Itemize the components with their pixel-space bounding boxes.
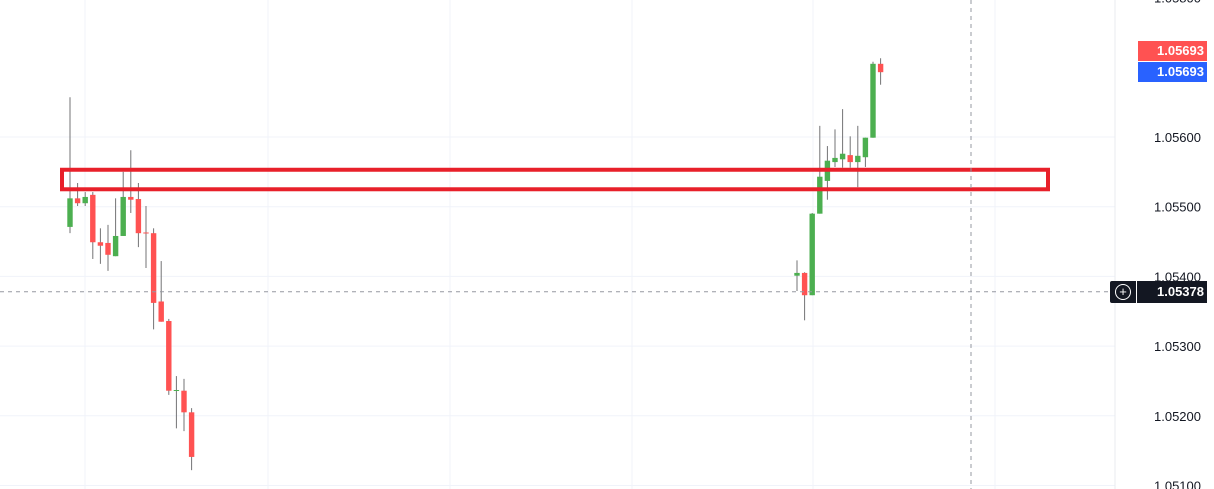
- candle: [794, 260, 800, 292]
- candle-body: [97, 242, 104, 246]
- candle-body: [105, 242, 111, 255]
- candle: [90, 192, 96, 259]
- candle-body: [801, 272, 808, 296]
- candle: [150, 228, 157, 330]
- resistance-zone-box[interactable]: [60, 167, 1050, 192]
- candle-body: [74, 198, 81, 204]
- candle-body: [809, 213, 815, 296]
- price-tick-label: 1.05300: [1154, 339, 1201, 354]
- crosshair: [0, 0, 1110, 489]
- price-tick-label: 1.05200: [1154, 409, 1201, 424]
- candle-body: [158, 301, 164, 322]
- price-tick-label: 1.05400: [1154, 269, 1201, 284]
- candle: [166, 318, 172, 395]
- candle-body: [120, 196, 126, 236]
- add-alert-button[interactable]: +: [1110, 281, 1136, 303]
- candle: [74, 183, 81, 207]
- price-tick-label: 1.05500: [1154, 200, 1201, 215]
- candle-body: [847, 155, 853, 163]
- candle-body: [188, 412, 195, 457]
- candle: [105, 224, 111, 271]
- candle: [112, 198, 119, 257]
- last-price-label: 1.05693: [1138, 41, 1207, 61]
- candle: [143, 206, 149, 269]
- candle-body: [817, 176, 823, 214]
- candle: [832, 129, 838, 167]
- candle: [67, 97, 73, 234]
- candle-body: [832, 157, 838, 163]
- candle: [862, 137, 869, 167]
- candle-body: [143, 232, 149, 234]
- candle-body: [855, 155, 861, 163]
- candle: [97, 228, 104, 264]
- candle-body: [877, 63, 884, 73]
- candle-body: [166, 321, 172, 391]
- candle: [82, 192, 88, 207]
- candle-body: [173, 390, 180, 392]
- candle: [809, 212, 815, 296]
- candle: [801, 272, 808, 321]
- candle: [181, 378, 187, 432]
- candle: [173, 376, 180, 429]
- candle-body: [82, 196, 88, 204]
- bid-price-label: 1.05693: [1138, 62, 1207, 82]
- price-tick-label: 1.05800: [1154, 0, 1201, 6]
- candles: [67, 58, 884, 471]
- candle: [870, 61, 876, 138]
- candle-body: [870, 63, 876, 138]
- candle: [847, 136, 853, 168]
- candle: [135, 183, 142, 248]
- candle-body: [794, 272, 800, 276]
- candle: [855, 125, 861, 188]
- candle-body: [839, 153, 846, 160]
- candle: [877, 58, 884, 85]
- candle-body: [135, 199, 142, 234]
- candle: [839, 109, 846, 168]
- candle: [188, 408, 195, 471]
- grid: [0, 0, 1115, 489]
- candle: [824, 146, 831, 200]
- price-axis[interactable]: 1.05800 1.05600 1.05500 1.05400 1.05300 1.052…: [1154, 0, 1201, 489]
- candle-body: [128, 196, 134, 200]
- candle-body: [90, 194, 96, 243]
- candle-body: [862, 137, 869, 158]
- candle: [120, 171, 126, 236]
- candle-body: [67, 198, 73, 227]
- price-tick-label: 1.05100: [1154, 479, 1201, 489]
- candle-body: [112, 235, 119, 257]
- plus-circle-icon: +: [1115, 284, 1131, 300]
- crosshair-price-label: 1.05378: [1137, 281, 1207, 303]
- candle-body: [150, 233, 157, 303]
- candle-body: [181, 390, 187, 413]
- candle: [128, 150, 134, 213]
- price-tick-label: 1.05600: [1154, 130, 1201, 145]
